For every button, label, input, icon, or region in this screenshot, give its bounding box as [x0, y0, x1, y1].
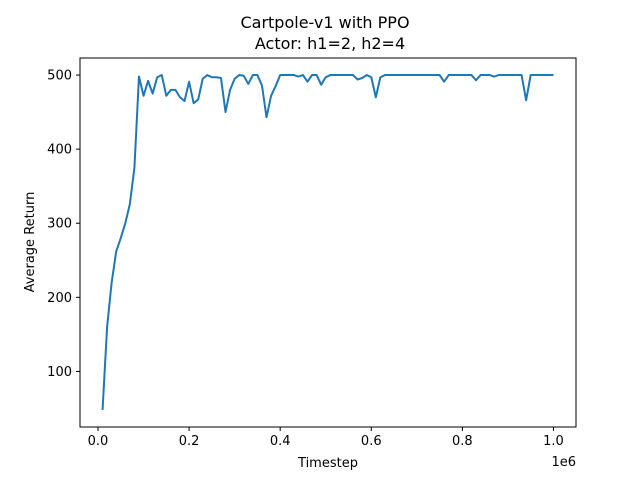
- x-tick-label: 1.0: [543, 434, 564, 449]
- y-tick-label: 500: [47, 69, 72, 84]
- x-tick-label: 0.0: [88, 434, 109, 449]
- chart-title: Cartpole-v1 with PPO: [240, 13, 409, 32]
- series-line-0: [101, 74, 554, 411]
- plot-area: [101, 74, 554, 411]
- y-tick-label: 100: [47, 365, 72, 380]
- y-axis-label: Average Return: [23, 192, 38, 293]
- x-tick-label: 0.2: [179, 434, 200, 449]
- x-tick-label: 0.4: [270, 434, 291, 449]
- plot-frame: [79, 57, 577, 428]
- y-axis: 100 200 300 400 500: [47, 69, 80, 380]
- x-tick-label: 0.6: [361, 434, 382, 449]
- x-axis-label: Timestep: [297, 456, 358, 471]
- y-tick-label: 300: [47, 217, 72, 232]
- x-axis-offset-label: 1e6: [551, 455, 576, 470]
- x-axis: 0.0 0.2 0.4 0.6 0.8 1.0: [88, 427, 564, 449]
- y-tick-label: 400: [47, 143, 72, 158]
- x-tick-label: 0.8: [452, 434, 473, 449]
- chart-subtitle: Actor: h1=2, h2=4: [255, 34, 405, 53]
- y-tick-label: 200: [47, 291, 72, 306]
